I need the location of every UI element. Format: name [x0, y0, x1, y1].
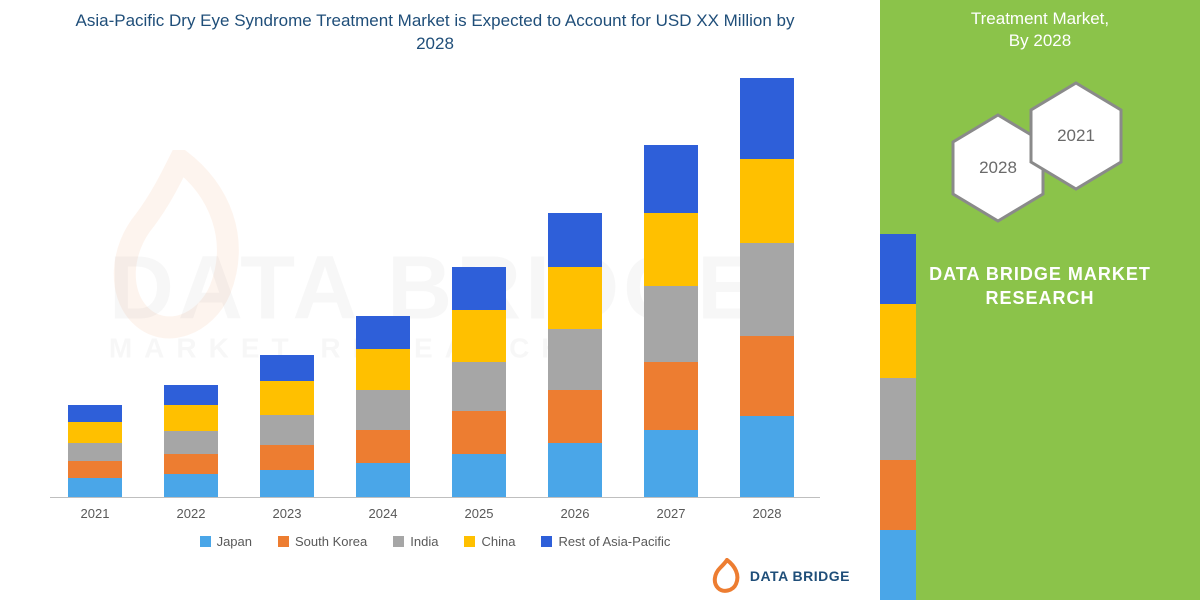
bar-segment: [356, 463, 410, 497]
bar-segment: [164, 454, 218, 475]
bar-segment: [452, 267, 506, 310]
bar-group: 2028: [740, 78, 794, 497]
x-axis-label: 2026: [548, 506, 602, 521]
legend-label: Rest of Asia-Pacific: [558, 534, 670, 549]
chart-title: Asia-Pacific Dry Eye Syndrome Treatment …: [40, 10, 830, 68]
hex-2021: 2021: [1026, 80, 1126, 192]
legend-swatch: [200, 536, 211, 547]
side-bar-segment: [880, 530, 916, 600]
side-stacked-bar: [880, 234, 916, 600]
bar-segment: [644, 430, 698, 497]
bar-segment: [740, 78, 794, 158]
bar-segment: [68, 405, 122, 422]
footer-logo-icon: [712, 558, 742, 594]
bar-segment: [260, 381, 314, 415]
legend-item: China: [464, 534, 515, 549]
bar-segment: [260, 355, 314, 381]
bar-group: 2026: [548, 213, 602, 497]
legend-item: Rest of Asia-Pacific: [541, 534, 670, 549]
bar-group: 2027: [644, 145, 698, 496]
bar-segment: [452, 411, 506, 454]
bar-group: 2025: [452, 267, 506, 497]
brand-line1: DATA BRIDGE MARKET: [880, 262, 1200, 286]
legend-swatch: [278, 536, 289, 547]
right-panel-title: Treatment Market,By 2028: [880, 0, 1200, 52]
legend-swatch: [393, 536, 404, 547]
x-axis-label: 2022: [164, 506, 218, 521]
bar-segment: [548, 213, 602, 267]
bar-segment: [356, 316, 410, 350]
bar-segment: [548, 443, 602, 497]
legend-swatch: [541, 536, 552, 547]
bar-segment: [164, 474, 218, 496]
legend: Japan South Korea India China Rest of Asia-P…: [40, 498, 830, 549]
bar-group: 2022: [164, 385, 218, 497]
legend-label: China: [481, 534, 515, 549]
x-axis-label: 2023: [260, 506, 314, 521]
side-bar-segment: [880, 234, 916, 304]
bar-group: 2024: [356, 316, 410, 497]
right-panel: Treatment Market,By 2028 2028 2021 DATA …: [880, 0, 1200, 600]
bar-segment: [68, 461, 122, 478]
bar-segment: [68, 478, 122, 497]
bar-segment: [68, 422, 122, 443]
side-bar-segment: [880, 378, 916, 460]
bar-segment: [260, 415, 314, 445]
legend-item: South Korea: [278, 534, 367, 549]
bar-segment: [740, 243, 794, 336]
legend-label: South Korea: [295, 534, 367, 549]
plot-area: 2021 2022 2023 2024 2025 2026 2027 2028: [50, 68, 820, 498]
bar-segment: [548, 329, 602, 391]
bar-segment: [740, 159, 794, 243]
legend-item: India: [393, 534, 438, 549]
bar-segment: [548, 267, 602, 329]
bar-segment: [644, 286, 698, 363]
bar-group: 2021: [68, 405, 122, 497]
bar-group: 2023: [260, 355, 314, 497]
legend-label: India: [410, 534, 438, 549]
bar-segment: [644, 362, 698, 429]
bar-segment: [548, 390, 602, 442]
legend-item: Japan: [200, 534, 252, 549]
x-axis-label: 2028: [740, 506, 794, 521]
side-bar-segment: [880, 460, 916, 530]
brand-line2: RESEARCH: [880, 286, 1200, 310]
bar-segment: [452, 362, 506, 411]
side-bar-segment: [880, 304, 916, 378]
bar-segment: [356, 390, 410, 429]
bar-segment: [740, 336, 794, 416]
bar-segment: [164, 385, 218, 406]
bar-segment: [644, 213, 698, 286]
hex-graphic: 2028 2021: [930, 86, 1150, 226]
footer-logo: DATA BRIDGE: [712, 558, 850, 594]
bar-segment: [164, 431, 218, 453]
bar-segment: [452, 310, 506, 362]
bar-segment: [356, 349, 410, 390]
bar-segment: [68, 443, 122, 462]
footer-logo-text: DATA BRIDGE: [750, 569, 850, 583]
bar-segment: [356, 430, 410, 464]
hex-label-2028: 2028: [979, 158, 1017, 178]
bar-segment: [740, 416, 794, 496]
brand-text: DATA BRIDGE MARKET RESEARCH: [880, 262, 1200, 311]
chart-area: DATA BRIDGE MARKET RESEARCH Asia-Pacific…: [40, 10, 830, 570]
bar-segment: [164, 405, 218, 431]
x-axis-label: 2027: [644, 506, 698, 521]
bar-segment: [644, 145, 698, 212]
bar-segment: [260, 445, 314, 470]
x-axis-label: 2024: [356, 506, 410, 521]
legend-swatch: [464, 536, 475, 547]
legend-label: Japan: [217, 534, 252, 549]
hex-label-2021: 2021: [1057, 126, 1095, 146]
x-axis-label: 2025: [452, 506, 506, 521]
x-axis-label: 2021: [68, 506, 122, 521]
bar-segment: [452, 454, 506, 497]
bar-segment: [260, 470, 314, 497]
